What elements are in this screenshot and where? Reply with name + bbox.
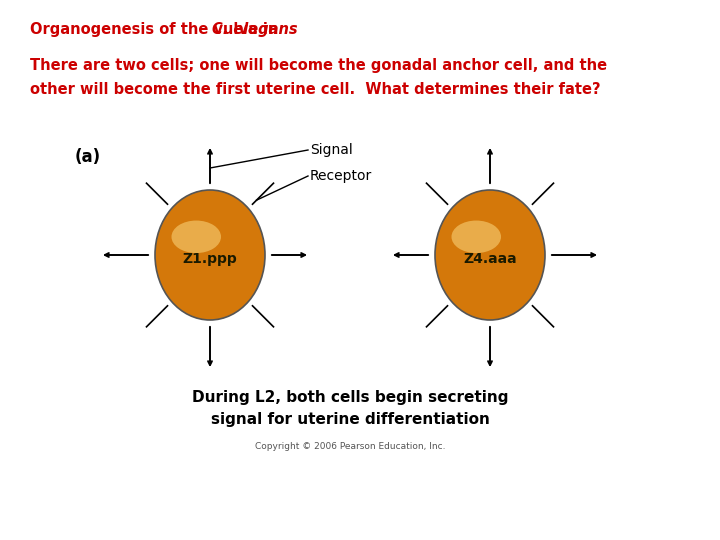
Ellipse shape bbox=[435, 190, 545, 320]
Ellipse shape bbox=[449, 206, 531, 303]
Text: Z4.aaa: Z4.aaa bbox=[463, 252, 517, 266]
Text: Copyright © 2006 Pearson Education, Inc.: Copyright © 2006 Pearson Education, Inc. bbox=[255, 442, 445, 451]
Ellipse shape bbox=[155, 190, 265, 320]
Text: During L2, both cells begin secreting: During L2, both cells begin secreting bbox=[192, 390, 508, 405]
Ellipse shape bbox=[168, 206, 251, 303]
Text: C. elegans: C. elegans bbox=[212, 22, 297, 37]
Ellipse shape bbox=[171, 220, 221, 253]
Text: Receptor: Receptor bbox=[310, 169, 372, 183]
Ellipse shape bbox=[439, 195, 541, 315]
Text: (a): (a) bbox=[75, 148, 101, 166]
Text: Z1.ppp: Z1.ppp bbox=[183, 252, 238, 266]
Text: Signal: Signal bbox=[310, 143, 353, 157]
Ellipse shape bbox=[182, 222, 238, 287]
Text: Organogenesis of the vulva in: Organogenesis of the vulva in bbox=[30, 22, 284, 37]
Text: other will become the first uterine cell.  What determines their fate?: other will become the first uterine cell… bbox=[30, 82, 600, 97]
Text: There are two cells; one will become the gonadal anchor cell, and the: There are two cells; one will become the… bbox=[30, 58, 607, 73]
Text: signal for uterine differentiation: signal for uterine differentiation bbox=[210, 412, 490, 427]
Ellipse shape bbox=[159, 195, 261, 315]
Ellipse shape bbox=[451, 220, 501, 253]
Ellipse shape bbox=[462, 222, 518, 287]
